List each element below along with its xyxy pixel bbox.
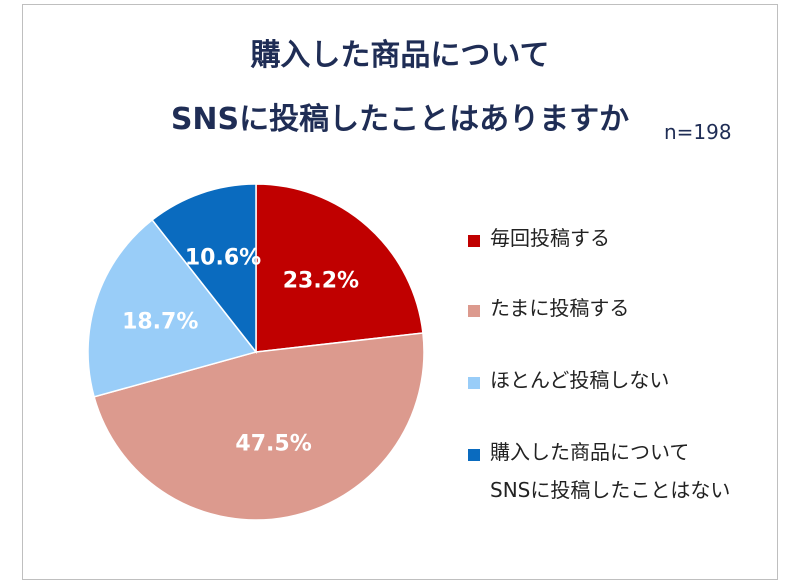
data-label-every-time: 23.2% (283, 268, 359, 293)
legend-label-sometimes: たまに投稿する (490, 296, 630, 320)
chart-title-line2: SNSに投稿したことはありますか (170, 102, 630, 137)
legend-label-never-line1: 購入した商品について (490, 440, 690, 464)
legend-label-never-line2: SNSに投稿したことはない (490, 478, 731, 502)
legend-item-never: 購入した商品について SNSに投稿したことはない (468, 440, 731, 509)
legend-swatch-sometimes (468, 305, 480, 317)
legend-swatch-every-time (468, 235, 480, 247)
data-label-rarely: 18.7% (122, 310, 198, 335)
legend-label-rarely: ほとんど投稿しない (490, 368, 670, 392)
pie-slice-never (151, 183, 257, 355)
data-label-never: 10.6% (185, 246, 261, 271)
legend-item-every-time: 毎回投稿する (468, 226, 610, 257)
legend-item-sometimes: たまに投稿する (468, 296, 629, 327)
legend-swatch-never (468, 449, 480, 461)
legend-label-every-time: 毎回投稿する (490, 226, 610, 250)
legend-item-rarely: ほとんど投稿しない (468, 368, 669, 399)
sample-size-note: n=198 (664, 120, 732, 144)
legend-swatch-rarely (468, 377, 480, 389)
chart-title-line1: 購入した商品について (250, 38, 550, 73)
pie-slice-rarely (87, 218, 258, 398)
data-label-sometimes: 47.5% (235, 432, 311, 457)
pie-slice-sometimes (93, 332, 425, 521)
pie-slice-every-time (255, 183, 424, 353)
